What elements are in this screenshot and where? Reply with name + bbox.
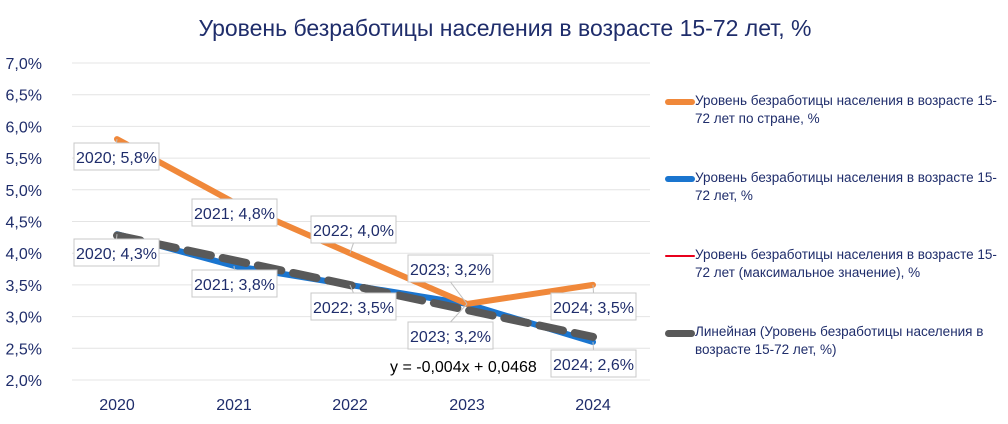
y-tick-label: 3,0% — [6, 310, 42, 327]
data-label-box — [73, 142, 160, 171]
data-label: 2021; 4,8% — [194, 206, 275, 223]
data-label-box — [73, 238, 160, 267]
x-tick-label: 2022 — [332, 397, 368, 414]
y-axis: 7,0% 6,5% 6,0% 5,5% 5,0% 4,5% 4,0% 3,5% 3,0% 2,5%… — [6, 56, 42, 390]
leader-line — [116, 234, 118, 240]
leader-line — [349, 242, 354, 254]
y-tick-label: 5,5% — [6, 151, 42, 168]
data-label-box — [310, 215, 397, 244]
y-tick-label: 2,5% — [6, 341, 42, 358]
legend-item-max[interactable]: Уровень безработицы населения в возрасте… — [665, 246, 1005, 282]
leader-line — [233, 265, 235, 271]
data-label-box — [407, 321, 494, 350]
legend-swatch-blue — [665, 176, 695, 182]
data-label-box — [550, 349, 637, 378]
legend-item-country[interactable]: Уровень безработицы населения в возрасте… — [665, 92, 1005, 128]
leader-line — [116, 139, 118, 144]
data-label: 2023; 3,2% — [410, 262, 491, 279]
trendline-equation: y = -0,004x + 0,0468 — [390, 359, 537, 376]
leader-line — [450, 303, 468, 323]
legend-swatch-gray — [665, 330, 695, 337]
data-label-box — [407, 254, 494, 283]
data-labels: 2020; 5,8% 2021; 4,8% 2022; 4,0% 2023; 3,2%… — [73, 139, 637, 378]
y-tick-label: 4,5% — [6, 215, 42, 232]
data-label: 2020; 4,3% — [76, 246, 157, 263]
legend-label: Уровень безработицы населения в возрасте… — [695, 93, 997, 126]
x-tick-label: 2023 — [449, 397, 485, 414]
x-tick-label: 2020 — [99, 397, 135, 414]
y-tick-label: 6,0% — [6, 119, 42, 136]
data-label: 2020; 5,8% — [76, 150, 157, 167]
y-tick-label: 6,5% — [6, 88, 42, 105]
legend-item-region[interactable]: Уровень безработицы населения в возрасте… — [665, 169, 1005, 205]
legend-item-trendline[interactable]: Линейная (Уровень безработицы населения … — [665, 323, 1005, 359]
data-label: 2021; 3,8% — [194, 277, 275, 294]
x-axis: 2020 2021 2022 2023 2024 — [99, 397, 611, 414]
data-label-box — [550, 292, 637, 321]
data-label: 2024; 2,6% — [553, 357, 634, 374]
leader-line — [592, 284, 594, 294]
data-label-box — [191, 198, 278, 227]
y-tick-label: 4,0% — [6, 246, 42, 263]
leader-line — [349, 284, 354, 294]
y-tick-label: 5,0% — [6, 183, 42, 200]
y-tick-label: 2,0% — [6, 373, 42, 390]
x-tick-label: 2024 — [575, 397, 611, 414]
data-label: 2024; 3,5% — [553, 300, 634, 317]
data-label-box — [310, 292, 397, 321]
chart-title: Уровень безработицы населения в возрасте… — [199, 15, 812, 41]
leader-line — [450, 281, 468, 305]
y-tick-label: 3,5% — [6, 278, 42, 295]
data-label-box — [191, 269, 278, 298]
legend-swatch-red — [665, 255, 695, 257]
x-tick-label: 2021 — [216, 397, 252, 414]
legend-label: Линейная (Уровень безработицы населения … — [695, 324, 984, 357]
y-tick-label: 7,0% — [6, 56, 42, 73]
data-label: 2022; 4,0% — [313, 223, 394, 240]
legend-label: Уровень безработицы населения в возрасте… — [695, 247, 997, 280]
data-label: 2022; 3,5% — [313, 300, 394, 317]
legend-swatch-orange — [665, 99, 695, 105]
leader-line — [592, 341, 594, 351]
legend-label: Уровень безработицы населения в возрасте… — [695, 170, 997, 203]
trendline — [113, 231, 597, 341]
data-label: 2023; 3,2% — [410, 329, 491, 346]
